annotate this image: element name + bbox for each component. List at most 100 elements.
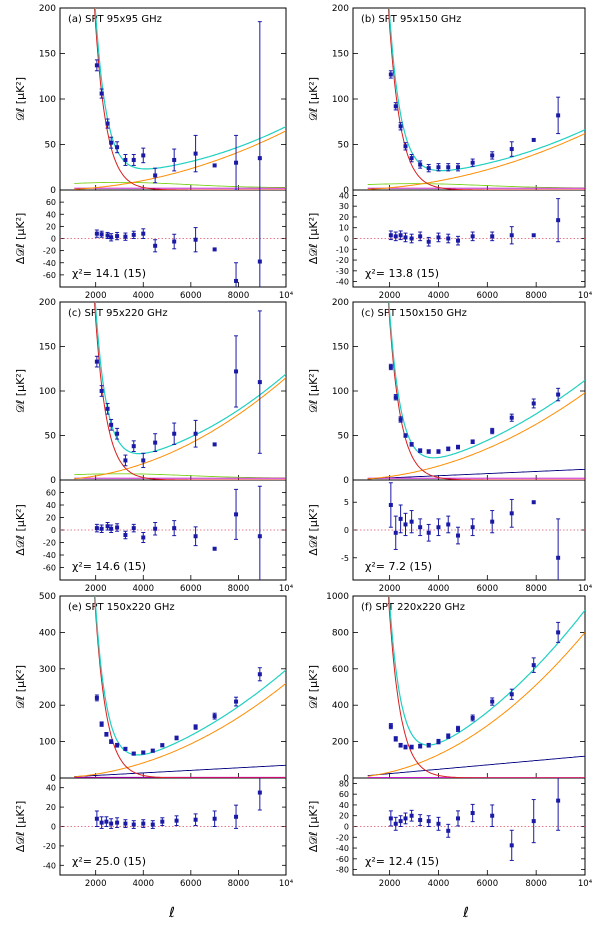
resid-y-tick-label: 0 — [344, 235, 349, 244]
x-tick-label: 2000 — [85, 584, 107, 594]
top-y-axis-label: 𝒟ℓ [μK²] — [307, 665, 320, 709]
data-point — [153, 173, 158, 178]
data-point — [131, 751, 136, 756]
x-tick-label: 2000 — [379, 584, 401, 594]
residual-point — [418, 525, 423, 530]
chi-squared-label: χ²= 25.0 (15) — [72, 855, 146, 868]
x-tick-label: 4000 — [132, 291, 154, 301]
x-tick-label: 6000 — [180, 584, 202, 594]
resid-y-tick-label: 80 — [339, 779, 349, 788]
residual-point — [556, 555, 561, 560]
panel-2: (b) SPT 95x150 GHz050100150200-40-30-20-… — [307, 4, 593, 301]
data-point — [141, 750, 146, 755]
data-point — [234, 369, 239, 374]
y-tick-label: 200 — [39, 701, 56, 711]
residual-point — [123, 234, 128, 239]
resid-y-tick-label: -60 — [336, 855, 349, 864]
residual-point — [403, 522, 408, 527]
residual-point — [105, 524, 110, 529]
resid-y-tick-label: -40 — [43, 259, 56, 268]
resid-y-tick-label: -40 — [43, 861, 56, 870]
residual-point — [403, 235, 408, 240]
x-tick-label: 8000 — [525, 879, 547, 889]
x-tick-label: 10⁴ — [578, 584, 593, 594]
resid-y-tick-label: -5 — [341, 554, 349, 563]
sz-curve — [74, 764, 286, 778]
residual-point — [470, 234, 475, 239]
residual-point — [94, 526, 99, 531]
residual-point — [212, 546, 217, 551]
data-point — [436, 449, 441, 454]
panel-1: (a) SPT 95x95 GHz 0 50 100 150 200 -60 -40 -20 0 2… — [14, 4, 294, 301]
resid-y-tick-label: 40 — [46, 784, 56, 793]
data-point — [556, 392, 561, 397]
data-point — [115, 431, 120, 436]
y-tick-label: 150 — [332, 50, 349, 60]
x-tick-label: 4000 — [132, 879, 154, 889]
y-tick-label: 1000 — [326, 592, 349, 602]
residual-point — [393, 234, 398, 239]
x-axis-label-left: ℓ — [168, 905, 175, 921]
residual-point — [556, 218, 561, 223]
resid-y-tick-label: -30 — [336, 267, 349, 276]
residual-y-axis-label: Δ𝒟ℓ [μK²] — [14, 213, 27, 265]
residual-point — [257, 534, 262, 539]
residual-point — [193, 534, 198, 539]
data-point — [456, 726, 461, 731]
residual-point — [150, 822, 155, 827]
residual-point — [388, 816, 393, 821]
panel-title: (f) SPT 220x220 GHz — [361, 602, 465, 613]
residual-point — [99, 232, 104, 237]
resid-y-tick-label: 40 — [339, 801, 349, 810]
x-tick-label: 10⁴ — [578, 291, 593, 301]
y-tick-label: 200 — [332, 738, 349, 748]
residual-point — [388, 233, 393, 238]
y-tick-label: 150 — [39, 343, 56, 353]
chi-squared-label: χ²= 7.2 (15) — [365, 560, 432, 573]
data-point — [141, 153, 146, 158]
top-plot-frame — [59, 301, 287, 481]
resid-y-tick-label: 0 — [344, 526, 349, 535]
data-point — [388, 364, 393, 369]
y-tick-label: 800 — [332, 628, 349, 638]
top-y-axis-label: 𝒟ℓ [μK²] — [307, 369, 320, 413]
data-point — [172, 431, 177, 436]
residual-point — [556, 798, 561, 803]
resid-y-tick-label: 60 — [339, 790, 349, 799]
data-point — [418, 448, 423, 453]
data-point — [174, 735, 179, 740]
residual-point — [94, 816, 99, 821]
residual-y-axis-label: Δ𝒟ℓ [μK²] — [307, 504, 320, 556]
residual-point — [172, 239, 177, 244]
data-point — [490, 699, 495, 704]
residual-point — [456, 238, 461, 243]
data-point — [123, 157, 128, 162]
x-tick-label: 8000 — [525, 584, 547, 594]
resid-y-tick-label: 20 — [339, 213, 349, 222]
residual-point — [257, 259, 262, 264]
residual-point — [123, 533, 128, 537]
resid-y-tick-label: 40 — [339, 191, 349, 200]
cmb-curve — [387, 596, 585, 778]
data-point — [446, 446, 451, 451]
data-point — [150, 748, 155, 753]
residual-point — [141, 231, 146, 236]
sz-curve — [367, 755, 585, 777]
y-tick-label: 200 — [39, 4, 56, 14]
residual-point — [212, 247, 217, 252]
data-point — [131, 157, 136, 162]
residual-point — [115, 525, 120, 530]
y-tick-label: 200 — [39, 298, 56, 308]
residual-point — [153, 526, 158, 531]
top-plot-frame — [59, 7, 287, 191]
residual-point — [109, 821, 114, 826]
data-point — [446, 165, 451, 170]
x-tick-label: 6000 — [476, 584, 498, 594]
poisson-curve — [367, 392, 585, 480]
x-tick-label: 10⁴ — [578, 879, 593, 889]
residual-point — [509, 843, 514, 848]
total-model-curve — [388, 596, 585, 746]
resid-y-tick-label: -60 — [43, 564, 56, 573]
panel-title: (a) SPT 95x95 GHz — [68, 14, 162, 25]
data-point — [99, 389, 104, 393]
